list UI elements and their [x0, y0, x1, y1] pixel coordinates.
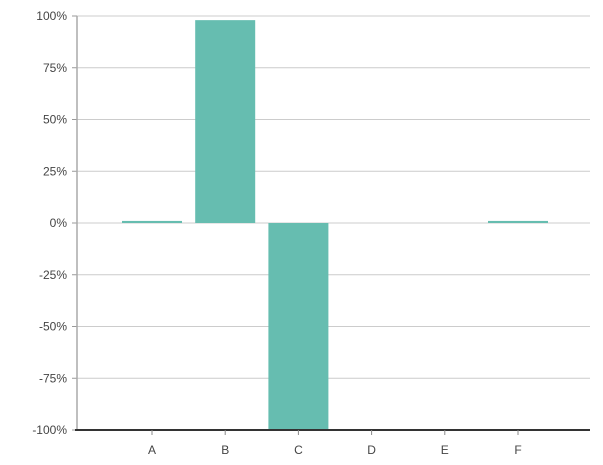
x-tick-label: B	[221, 443, 229, 457]
y-tick-label: -75%	[39, 371, 67, 385]
y-tick-label: 50%	[43, 113, 67, 127]
y-tick-label: -25%	[39, 268, 67, 282]
x-axis-ticks: A B C D E F	[148, 430, 522, 457]
bar-a	[122, 220, 182, 223]
y-axis-ticks: 100% 75% 50% 25% 0% -25% -50% -75% -100%	[32, 9, 77, 437]
x-tick-label: E	[441, 443, 449, 457]
x-tick-label: C	[294, 443, 303, 457]
bar-f	[488, 220, 548, 223]
y-tick-label: 100%	[36, 9, 67, 23]
y-tick-label: 75%	[43, 61, 67, 75]
x-tick-label: A	[148, 443, 156, 457]
x-tick-label: F	[514, 443, 521, 457]
y-tick-label: 0%	[50, 216, 68, 230]
bar-c	[268, 223, 329, 430]
grid-lines	[77, 15, 590, 379]
x-tick-label: D	[367, 443, 376, 457]
y-tick-label: -100%	[32, 423, 67, 437]
y-tick-label: -50%	[39, 320, 67, 334]
bars	[122, 20, 548, 430]
y-tick-label: 25%	[43, 164, 67, 178]
bar-b	[195, 20, 256, 223]
